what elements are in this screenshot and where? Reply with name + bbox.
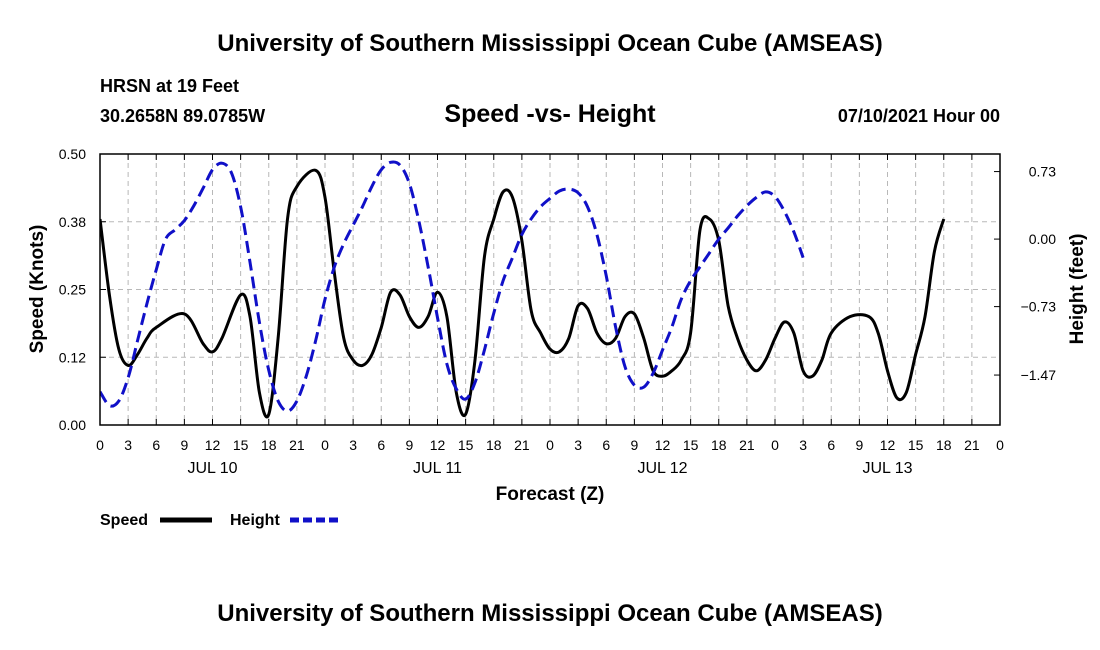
y2-axis-label: Height (feet) — [1067, 234, 1088, 345]
y-tick-label: 0.12 — [59, 349, 86, 365]
y-tick-label: 0.50 — [59, 146, 86, 162]
x-tick-label: 21 — [514, 437, 530, 453]
day-label: JUL 11 — [413, 460, 462, 477]
x-tick-label: 9 — [405, 437, 413, 453]
x-tick-label: 6 — [827, 437, 835, 453]
legend-speed-label: Speed — [100, 512, 148, 529]
x-tick-label: 3 — [124, 437, 132, 453]
x-tick-label: 18 — [711, 437, 727, 453]
day-label: JUL 13 — [862, 460, 912, 477]
x-tick-label: 18 — [936, 437, 952, 453]
coordinates-label: 30.2658N 89.0785W — [100, 106, 266, 126]
x-tick-label: 0 — [546, 437, 554, 453]
x-tick-label: 6 — [602, 437, 610, 453]
legend: Speed Height — [100, 512, 342, 529]
y-tick-label: 0.25 — [59, 282, 86, 298]
y-axis-label: Speed (Knots) — [27, 225, 48, 354]
forecast-date-label: 07/10/2021 Hour 00 — [837, 106, 1000, 126]
x-tick-label: 21 — [964, 437, 980, 453]
y-tick-label: 0.38 — [59, 214, 86, 230]
x-tick-label: 12 — [880, 437, 896, 453]
data-series — [100, 160, 946, 419]
x-tick-label: 15 — [683, 437, 699, 453]
grid-lines — [100, 154, 1000, 425]
x-tick-label: 9 — [630, 437, 638, 453]
x-tick-label: 0 — [771, 437, 779, 453]
x-tick-label: 15 — [458, 437, 474, 453]
y-tick-label: 0.00 — [59, 417, 86, 433]
station-label: HRSN at 19 Feet — [100, 76, 240, 96]
top-title: University of Southern Mississippi Ocean… — [217, 30, 883, 57]
day-label: JUL 12 — [637, 460, 687, 477]
legend-height-label: Height — [230, 512, 280, 529]
speed-series-line — [100, 168, 946, 419]
y2-tick-label: 0.73 — [1029, 164, 1056, 180]
x-tick-label: 3 — [349, 437, 357, 453]
y2-tick-label: −1.47 — [1021, 367, 1057, 383]
y2-tick-label: −0.73 — [1021, 299, 1057, 315]
x-tick-label: 21 — [289, 437, 305, 453]
x-tick-label: 6 — [152, 437, 160, 453]
height-series-line — [100, 160, 805, 413]
chart-title: Speed -vs- Height — [444, 100, 656, 128]
x-tick-label: 12 — [205, 437, 221, 453]
x-tick-label: 0 — [96, 437, 104, 453]
x-tick-label: 0 — [996, 437, 1004, 453]
x-tick-label: 18 — [486, 437, 502, 453]
x-tick-label: 9 — [180, 437, 188, 453]
x-tick-label: 21 — [739, 437, 755, 453]
x-axis-label: Forecast (Z) — [496, 484, 605, 505]
axes: 0 3 6 9 12 15 18 21 0 3 6 9 12 15 18 21 0 3 6 9 12 15 18 21 0 3 6 9… — [59, 146, 1056, 477]
day-label: JUL 10 — [187, 460, 237, 477]
x-tick-label: 9 — [855, 437, 863, 453]
x-tick-label: 12 — [430, 437, 446, 453]
x-tick-label: 3 — [574, 437, 582, 453]
y2-tick-label: 0.00 — [1029, 231, 1056, 247]
bottom-title: University of Southern Mississippi Ocean… — [217, 600, 883, 627]
x-tick-label: 15 — [233, 437, 249, 453]
x-tick-label: 6 — [377, 437, 385, 453]
x-tick-label: 12 — [655, 437, 671, 453]
x-tick-label: 15 — [908, 437, 924, 453]
x-tick-label: 0 — [321, 437, 329, 453]
x-tick-label: 18 — [261, 437, 277, 453]
x-tick-label: 3 — [799, 437, 807, 453]
